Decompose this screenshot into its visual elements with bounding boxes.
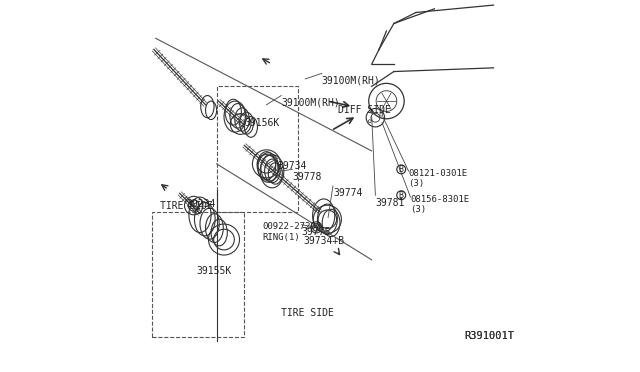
Text: 39155K: 39155K <box>196 266 232 276</box>
Text: 39100M(RH): 39100M(RH) <box>322 76 381 86</box>
Text: B: B <box>399 165 404 174</box>
Text: B: B <box>399 191 404 200</box>
Text: R391001T: R391001T <box>464 331 514 340</box>
Text: 39734+B: 39734+B <box>303 236 344 246</box>
Text: 08156-8301E
(3): 08156-8301E (3) <box>410 195 470 214</box>
Text: 39734: 39734 <box>278 161 307 171</box>
Text: 39100M(RH): 39100M(RH) <box>281 98 340 108</box>
Text: 39778: 39778 <box>292 172 322 182</box>
Text: 39234: 39234 <box>186 199 216 209</box>
Text: TIRE SIDE: TIRE SIDE <box>161 201 213 211</box>
Text: DIFF SIDE: DIFF SIDE <box>339 105 391 115</box>
Text: R391001T: R391001T <box>464 331 514 340</box>
Text: 39781: 39781 <box>376 198 404 208</box>
Text: 39775: 39775 <box>301 227 331 237</box>
Text: 39156K: 39156K <box>244 118 280 128</box>
Text: 39774: 39774 <box>333 188 362 198</box>
Text: 00922-27200
RING(1): 00922-27200 RING(1) <box>263 222 322 242</box>
Text: TIRE SIDE: TIRE SIDE <box>281 308 334 318</box>
Text: 08121-0301E
(3): 08121-0301E (3) <box>408 169 468 188</box>
